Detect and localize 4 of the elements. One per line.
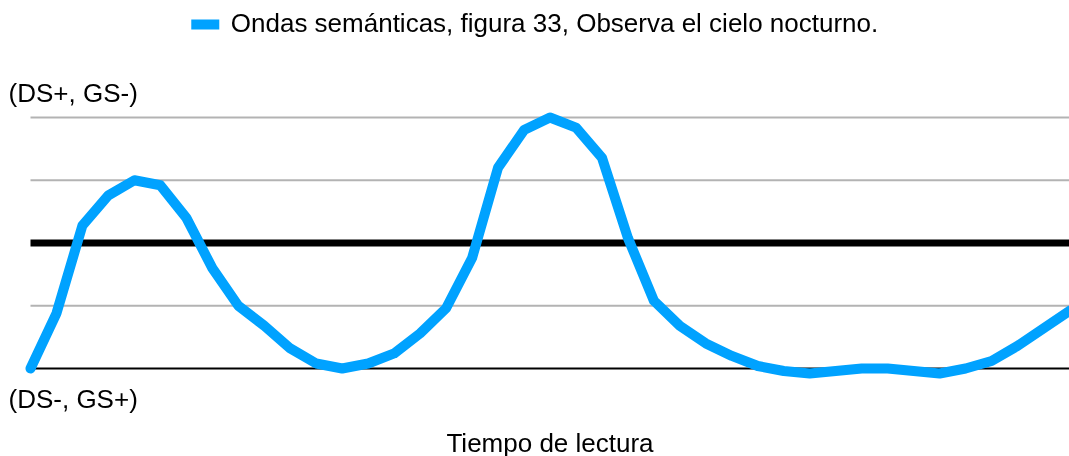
text: (DS-, GS+) — [8, 383, 138, 414]
text: (DS+, GS-) — [8, 77, 138, 108]
x-axis-title: Tiempo de lectura — [446, 427, 655, 456]
legend-label: Ondas semánticas, figura 33, Observa el cielo nocturno. — [230, 8, 879, 39]
